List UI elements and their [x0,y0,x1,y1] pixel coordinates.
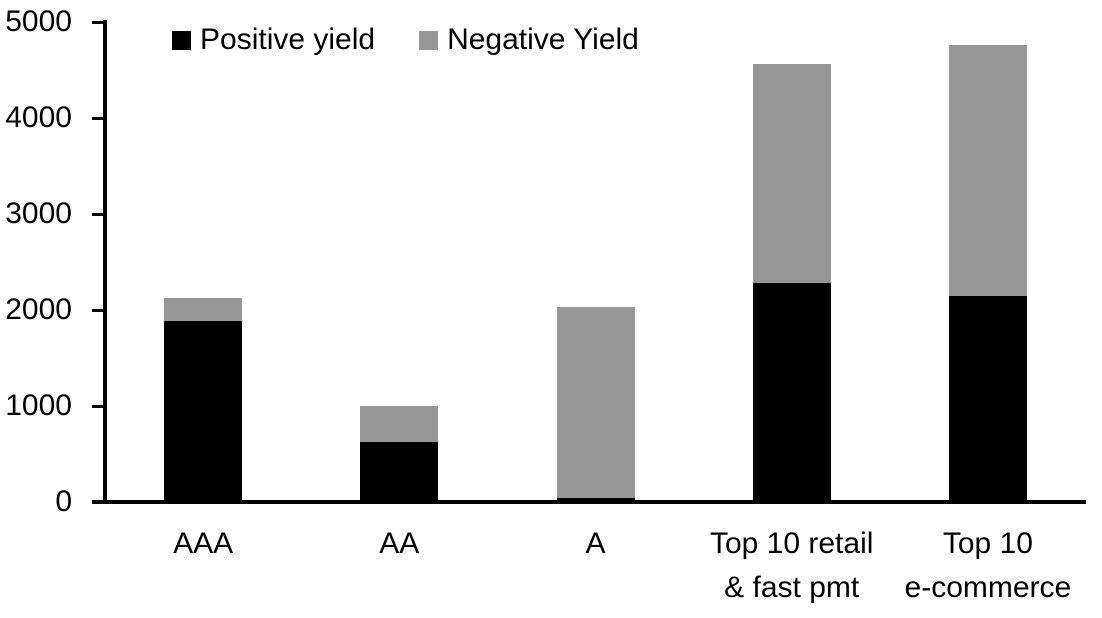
y-tick-label-1: 1000 [5,389,72,422]
bar-segment-positive-4 [948,295,1027,502]
bar-segment-negative-0 [164,297,243,321]
x-axis-label-2: A [585,527,606,560]
y-tick-label-5: 5000 [5,5,72,38]
y-tick-label-3: 3000 [5,197,72,230]
x-axis-line [92,500,1086,504]
bar-segment-negative-3 [752,64,831,283]
legend-item-negative-yield: Negative Yield [419,23,639,57]
y-tick-mark-5 [92,20,103,24]
x-axis-label-1: AA [379,527,420,560]
legend-item-positive-yield: Positive yield [172,23,375,57]
x-axis-label-4: Top 10 e-commerce [904,527,1072,604]
bar-segment-negative-2 [556,306,635,498]
y-tick-mark-3 [92,212,103,216]
bar-segment-negative-1 [360,406,439,443]
legend-label: Negative Yield [447,23,639,56]
x-axis-label-0: AAA [173,527,234,560]
bar-segment-positive-2 [556,497,635,502]
legend-label: Positive yield [200,23,376,56]
bar-segment-positive-3 [752,282,831,502]
bar-segment-positive-1 [360,442,439,502]
y-tick-mark-2 [92,308,103,312]
y-tick-label-2: 2000 [5,293,72,326]
y-axis-line [103,20,107,504]
legend-swatch-icon [172,30,191,50]
bar-segment-negative-4 [948,45,1027,296]
y-tick-label-0: 0 [55,485,72,518]
y-tick-label-4: 4000 [5,101,72,134]
y-tick-mark-4 [92,116,103,120]
y-tick-mark-1 [92,404,103,408]
legend-swatch-icon [419,30,439,50]
bar-segment-positive-0 [164,320,243,502]
x-axis-label-3: Top 10 retail & fast pmt [709,527,874,604]
legend: Positive yield Negative Yield [172,21,639,59]
